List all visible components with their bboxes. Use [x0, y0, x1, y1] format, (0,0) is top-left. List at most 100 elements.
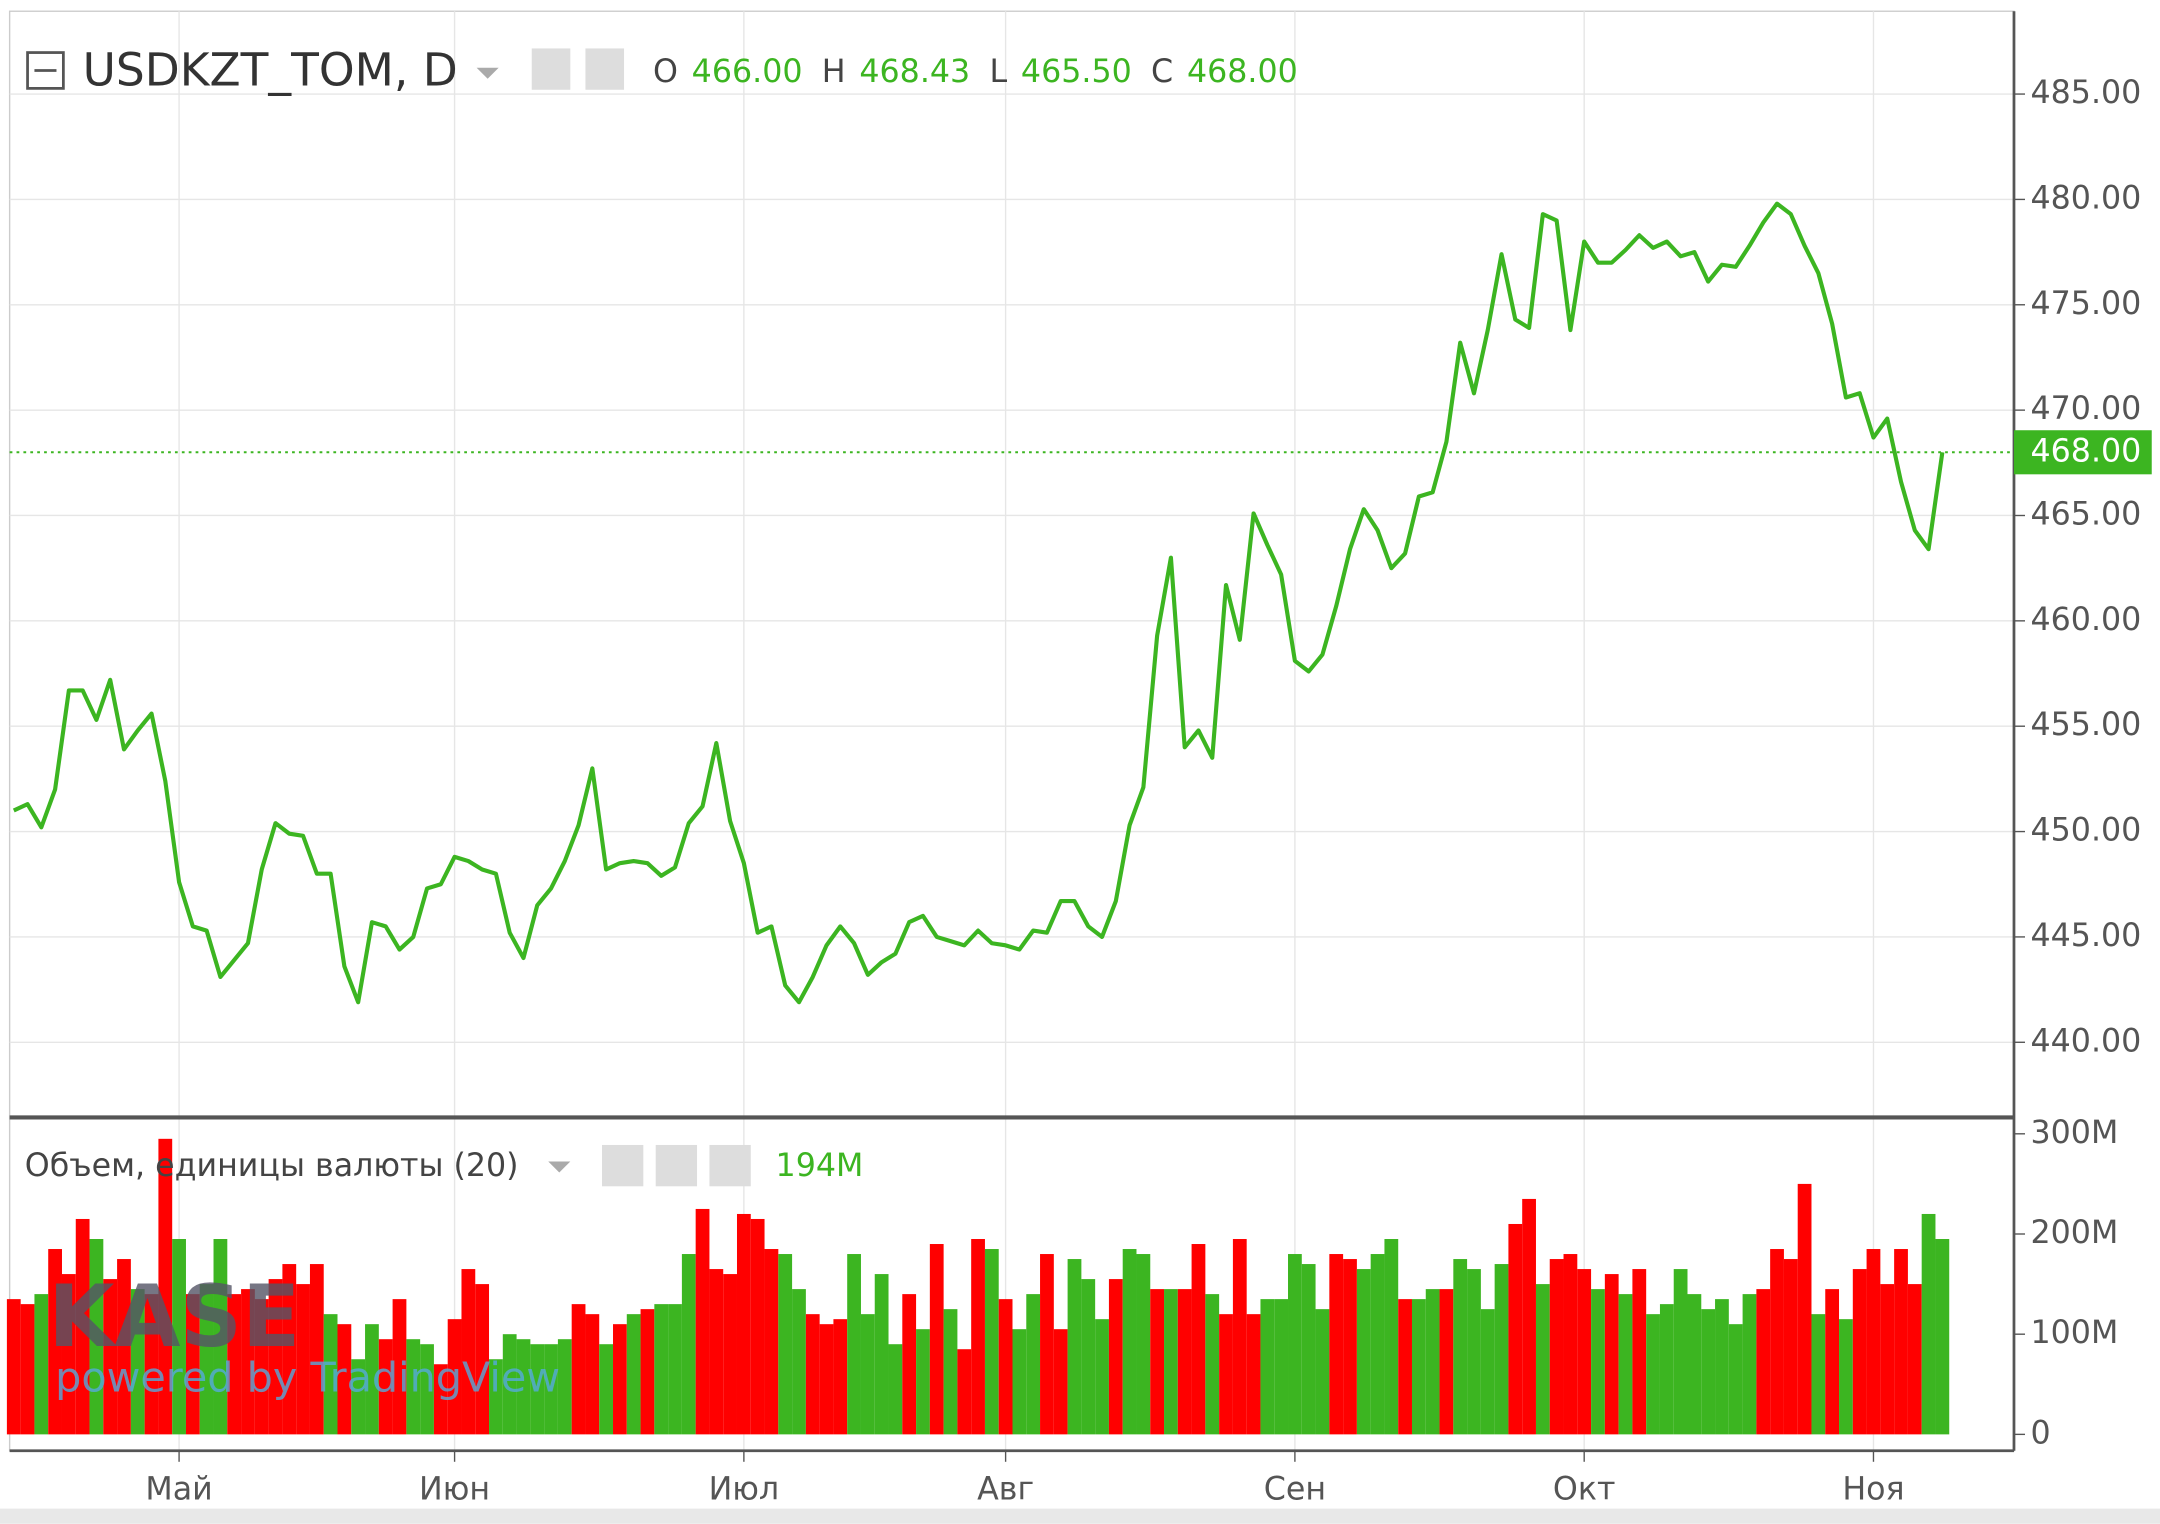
volume-bar	[172, 1239, 186, 1435]
volume-bar	[943, 1309, 958, 1435]
volume-bar	[489, 1359, 503, 1435]
volume-bar	[433, 1364, 448, 1435]
volume-bar	[1260, 1299, 1275, 1435]
volume-bar	[461, 1269, 476, 1435]
y-tick-label: 480.00	[2031, 180, 2142, 216]
settings-button[interactable]	[655, 1144, 698, 1187]
volume-bar	[557, 1339, 572, 1435]
volume-legend: Объем, единицы валюты (20) 194M	[25, 1144, 863, 1187]
volume-bar	[6, 1299, 21, 1435]
volume-bar	[860, 1314, 875, 1435]
volume-bar	[1591, 1289, 1605, 1435]
volume-bar	[1467, 1269, 1481, 1435]
volume-bar	[916, 1329, 930, 1435]
volume-bar	[1288, 1254, 1302, 1435]
volume-bar	[998, 1299, 1013, 1435]
grid	[9, 11, 2014, 1451]
volume-bar	[750, 1218, 765, 1435]
ohlc-value: 468.00	[1187, 54, 1298, 90]
volume-bar	[1770, 1249, 1784, 1435]
volume-bar	[530, 1344, 545, 1435]
x-tick-label: Сен	[1264, 1472, 1326, 1508]
volume-bar	[1067, 1259, 1082, 1435]
volume-bar	[1081, 1279, 1096, 1435]
volume-bar	[61, 1274, 76, 1435]
y2-tick-label: 300M	[2031, 1115, 2119, 1151]
x-tick-label: Июл	[709, 1472, 780, 1508]
y2-tick-label: 200M	[2031, 1215, 2119, 1251]
y-tick-label: 470.00	[2031, 391, 2142, 427]
volume-bar	[1522, 1198, 1536, 1435]
volume-bar	[613, 1324, 627, 1435]
volume-bar	[874, 1274, 889, 1435]
volume-bar	[1219, 1314, 1233, 1435]
volume-bar	[681, 1254, 696, 1435]
volume-bar	[323, 1314, 338, 1435]
volume-bar	[1136, 1254, 1151, 1435]
volume-bar	[1673, 1269, 1688, 1435]
volume-bar	[1880, 1284, 1895, 1435]
eye-button[interactable]	[601, 1144, 644, 1187]
volume-bar	[1053, 1329, 1068, 1435]
y-tick-label: 440.00	[2031, 1023, 2142, 1059]
volume-bar	[819, 1324, 834, 1435]
volume-bar	[1453, 1259, 1468, 1435]
x-tick-label: Май	[145, 1472, 212, 1508]
settings-button[interactable]	[585, 48, 625, 90]
close-button[interactable]	[709, 1144, 751, 1187]
volume-bar	[351, 1359, 366, 1435]
volume-bar	[309, 1264, 324, 1435]
volume-bar	[1852, 1269, 1867, 1435]
volume-bar	[1907, 1284, 1922, 1435]
volume-bar	[502, 1334, 517, 1435]
x-tick-label: Окт	[1553, 1472, 1616, 1508]
volume-bar	[1095, 1319, 1109, 1435]
y-tick-label: 475.00	[2031, 286, 2142, 322]
volume-bar	[1646, 1314, 1660, 1435]
volume-bar	[929, 1244, 944, 1435]
x-tick-label: Ноя	[1842, 1472, 1904, 1508]
volume-bar	[185, 1294, 200, 1435]
volume-bar	[378, 1339, 393, 1435]
volume-bar	[1315, 1309, 1330, 1435]
volume-bar	[420, 1344, 434, 1435]
volume-bar	[337, 1324, 352, 1435]
volume-title: Объем, единицы валюты (20)	[25, 1148, 519, 1184]
ohlc-key: C	[1151, 54, 1173, 90]
volume-bar	[103, 1279, 118, 1435]
volume-bar	[654, 1304, 669, 1435]
volume-bar	[1122, 1249, 1137, 1435]
volume-bar	[48, 1249, 62, 1435]
ohlc-key: L	[990, 54, 1008, 90]
volume-bar	[1604, 1274, 1619, 1435]
volume-bar	[130, 1289, 145, 1435]
volume-bar	[1563, 1254, 1578, 1435]
volume-bar	[736, 1213, 751, 1435]
volume-bar	[75, 1218, 90, 1435]
dropdown[interactable]	[548, 1161, 571, 1173]
volume-bar	[1742, 1294, 1757, 1435]
eye-button[interactable]	[531, 48, 571, 90]
volume-bar	[1715, 1299, 1729, 1435]
volume-bar	[668, 1304, 682, 1435]
volume-bar	[626, 1314, 641, 1435]
volume-bar	[1026, 1294, 1041, 1435]
symbol: USDKZT_TOM, D	[83, 44, 458, 97]
ohlc-value: 465.50	[1021, 54, 1132, 90]
volume-bar	[392, 1299, 407, 1435]
price-line	[12, 201, 1945, 1005]
volume-bar	[1040, 1254, 1054, 1435]
volume-bar	[365, 1324, 379, 1435]
volume-bar	[89, 1239, 104, 1435]
dropdown[interactable]	[476, 67, 499, 79]
volume-bar	[1343, 1259, 1357, 1435]
ohlc-key: O	[653, 54, 678, 90]
volume-bar	[764, 1249, 779, 1435]
volume-bar	[20, 1304, 35, 1435]
volume-bar	[1274, 1299, 1289, 1435]
ohlc-key: H	[822, 54, 846, 90]
volume-bar	[1494, 1264, 1509, 1435]
volume-bar	[1687, 1294, 1702, 1435]
volume-bar	[241, 1289, 255, 1435]
y2-tick-label: 0	[2031, 1415, 2051, 1451]
